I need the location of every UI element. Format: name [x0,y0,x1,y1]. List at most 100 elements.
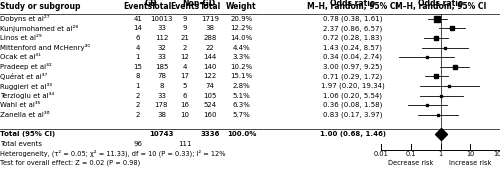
Text: Events: Events [170,2,200,11]
Text: 2.8%: 2.8% [232,83,250,89]
Text: 10: 10 [466,151,474,157]
Text: 15: 15 [134,64,142,70]
Text: 100.0%: 100.0% [227,131,256,137]
Text: 10.2%: 10.2% [230,64,252,70]
Text: Total events: Total events [0,141,42,147]
Text: 14.0%: 14.0% [230,35,252,41]
Text: 96: 96 [134,141,142,147]
Text: 0.71 (0.29, 1.72): 0.71 (0.29, 1.72) [323,73,382,80]
Text: M–H, random, 95% CI: M–H, random, 95% CI [307,2,398,11]
Text: 33: 33 [157,25,166,31]
Text: 20.9%: 20.9% [230,16,252,22]
Text: Non-GD: Non-GD [182,0,216,8]
Text: 2: 2 [136,112,140,118]
Text: 6: 6 [136,35,140,41]
Text: 38: 38 [157,112,166,118]
Text: 111: 111 [178,141,192,147]
Text: 4: 4 [136,45,140,51]
Text: 140: 140 [204,64,216,70]
Text: Wahl et al³⁵: Wahl et al³⁵ [0,102,40,108]
Text: Events: Events [123,2,152,11]
Text: 0.83 (0.17, 3.97): 0.83 (0.17, 3.97) [323,112,382,118]
Text: 22: 22 [206,45,214,51]
Text: 33: 33 [157,93,166,99]
Text: Total (95% CI): Total (95% CI) [0,131,55,137]
Text: Pradeep et al³²: Pradeep et al³² [0,63,52,70]
Text: 0.72 (0.28, 1.83): 0.72 (0.28, 1.83) [323,35,382,41]
Text: 2: 2 [136,93,140,99]
Text: Heterogeneity, (τ² = 0.05; χ² = 11.33), df = 10 (P = 0.33); I² = 12%: Heterogeneity, (τ² = 0.05; χ² = 11.33), … [0,149,226,157]
Text: 5: 5 [183,83,187,89]
Text: 78: 78 [157,73,166,79]
Text: 12: 12 [180,54,190,60]
Text: 10: 10 [180,112,190,118]
Text: 74: 74 [206,83,214,89]
Text: 10743: 10743 [149,131,174,137]
Text: Odds ratio: Odds ratio [418,0,463,8]
Text: 288: 288 [204,35,216,41]
Text: M–H, random, 95% CI: M–H, random, 95% CI [395,2,486,11]
Text: 14: 14 [134,25,142,31]
Text: 122: 122 [204,73,216,79]
Text: 4.4%: 4.4% [232,45,250,51]
Text: 524: 524 [204,102,216,108]
Text: 38: 38 [206,25,214,31]
Text: 41: 41 [134,16,142,22]
Text: Dobyns et al²⁷: Dobyns et al²⁷ [0,15,50,22]
Text: 16: 16 [180,102,190,108]
Text: GD: GD [144,0,158,8]
Text: 3336: 3336 [200,131,220,137]
Text: 1.43 (0.24, 8.57): 1.43 (0.24, 8.57) [323,44,382,51]
Text: 2: 2 [183,45,187,51]
Text: Test for overall effect: Z = 0.02 (P = 0.98): Test for overall effect: Z = 0.02 (P = 0… [0,160,140,166]
Text: 33: 33 [157,54,166,60]
Text: 8: 8 [136,73,140,79]
Text: 10013: 10013 [150,16,172,22]
Text: Odds ratio: Odds ratio [330,0,376,8]
Text: Kunjumohamed et al²⁸: Kunjumohamed et al²⁸ [0,25,78,32]
Text: 5.1%: 5.1% [232,93,250,99]
Text: 1719: 1719 [201,16,219,22]
Text: Increase risk: Increase risk [449,161,492,166]
Text: 12.2%: 12.2% [230,25,252,31]
Text: Ruggieri et al³³: Ruggieri et al³³ [0,83,52,89]
Text: 0.78 (0.38, 1.61): 0.78 (0.38, 1.61) [323,16,382,22]
Text: 15.1%: 15.1% [230,73,252,79]
Text: 3.00 (0.97, 9.25): 3.00 (0.97, 9.25) [323,63,382,70]
Text: 160: 160 [203,112,217,118]
Text: Quérat et al³⁷: Quérat et al³⁷ [0,73,47,80]
Text: 2.37 (0.86, 6.57): 2.37 (0.86, 6.57) [323,25,382,32]
Text: 0.01: 0.01 [374,151,389,157]
Text: 144: 144 [204,54,216,60]
Text: Zanella et al³⁶: Zanella et al³⁶ [0,112,50,118]
Text: 9: 9 [183,16,188,22]
Text: Total: Total [200,2,220,11]
Text: Study or subgroup: Study or subgroup [0,2,80,11]
Text: Mittenford and McHenry³⁰: Mittenford and McHenry³⁰ [0,44,90,51]
Text: 1.97 (0.20, 19.34): 1.97 (0.20, 19.34) [321,83,384,89]
Text: 21: 21 [180,35,190,41]
Text: 6: 6 [183,93,188,99]
Text: 1: 1 [136,83,140,89]
Text: 0.34 (0.04, 2.74): 0.34 (0.04, 2.74) [323,54,382,60]
Text: 2: 2 [136,102,140,108]
Text: 1.06 (0.20, 5.54): 1.06 (0.20, 5.54) [323,92,382,99]
Text: 1: 1 [136,54,140,60]
Text: 17: 17 [180,73,190,79]
Text: 9: 9 [183,25,188,31]
Text: Decrease risk: Decrease risk [388,161,434,166]
Text: Total: Total [151,2,172,11]
Text: 105: 105 [204,93,216,99]
Text: 4: 4 [183,64,187,70]
Text: 1: 1 [438,151,442,157]
Text: 6.3%: 6.3% [232,102,250,108]
Text: 178: 178 [154,102,168,108]
Text: 32: 32 [157,45,166,51]
Text: 185: 185 [155,64,168,70]
Text: 8: 8 [159,83,164,89]
Text: Ocak et al³¹: Ocak et al³¹ [0,54,41,60]
Text: 3.3%: 3.3% [232,54,250,60]
Text: 5.7%: 5.7% [232,112,250,118]
Text: Weight: Weight [226,2,257,11]
Text: 0.1: 0.1 [406,151,416,157]
